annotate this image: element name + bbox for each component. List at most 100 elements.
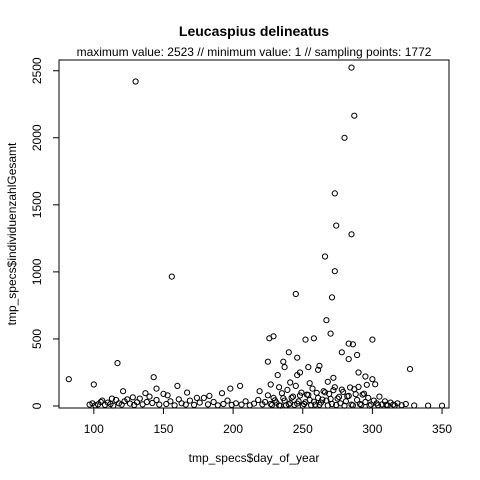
data-point	[124, 396, 131, 403]
data-point	[338, 386, 345, 393]
data-point	[126, 400, 134, 407]
data-point	[90, 381, 97, 388]
data-point	[237, 382, 244, 389]
data-point	[193, 394, 200, 401]
data-point	[99, 397, 106, 404]
data-point	[164, 392, 171, 399]
data-point	[313, 389, 320, 396]
data-point	[296, 369, 304, 376]
data-point	[289, 393, 297, 400]
data-point	[310, 398, 317, 405]
data-point	[359, 391, 366, 398]
data-point	[167, 398, 174, 405]
data-point	[319, 396, 326, 403]
y-tick-label: 1500	[30, 191, 44, 218]
data-point	[186, 397, 193, 404]
x-tick-label: 200	[223, 422, 243, 436]
data-point	[271, 397, 278, 404]
data-point	[381, 398, 388, 405]
data-point	[132, 78, 139, 85]
data-point	[345, 356, 352, 363]
data-point	[264, 358, 271, 365]
data-point	[256, 388, 263, 395]
data-point	[262, 398, 269, 406]
data-point	[362, 373, 369, 380]
data-point	[411, 402, 418, 409]
data-point	[204, 401, 212, 408]
data-point	[334, 395, 341, 402]
data-point	[274, 372, 281, 379]
x-axis-label: tmp_specs$day_of_year	[189, 451, 320, 465]
data-point	[312, 401, 319, 408]
data-point	[255, 396, 262, 404]
data-point	[65, 376, 72, 383]
data-point	[250, 400, 258, 407]
data-point	[316, 401, 323, 408]
y-axis-label: tmp_specs$individuenzahlGesamt	[5, 142, 19, 325]
data-point	[327, 330, 334, 337]
data-point	[108, 395, 116, 402]
data-point	[338, 349, 345, 356]
data-point	[114, 360, 121, 367]
data-point	[142, 390, 149, 397]
data-point	[296, 392, 304, 399]
data-point	[345, 340, 352, 347]
data-point	[175, 396, 182, 403]
data-point	[153, 396, 160, 404]
data-point	[136, 395, 143, 402]
y-tick-label: 2000	[30, 124, 44, 151]
data-point	[281, 364, 288, 371]
data-point	[276, 384, 283, 391]
y-axis: 0 500 1000 1500 2000 2500	[30, 57, 60, 409]
data-point	[333, 222, 340, 229]
data-point	[369, 376, 376, 383]
data-point	[316, 362, 323, 369]
y-tick-label: 2500	[30, 57, 44, 84]
data-point	[362, 398, 369, 406]
data-point	[171, 402, 178, 409]
data-point	[324, 378, 331, 385]
data-point	[292, 290, 299, 298]
data-point	[315, 366, 322, 373]
data-point	[129, 394, 136, 401]
data-point	[402, 400, 409, 408]
data-point	[383, 401, 390, 408]
data-point	[366, 402, 373, 409]
data-point	[335, 393, 343, 400]
data-point	[376, 393, 383, 400]
data-point	[220, 400, 227, 408]
data-point	[232, 400, 239, 407]
data-point	[214, 402, 221, 409]
data-point	[210, 398, 217, 406]
data-point	[285, 401, 292, 408]
data-point	[321, 389, 329, 396]
data-point	[372, 381, 379, 388]
data-point	[349, 341, 356, 348]
data-point	[146, 393, 153, 400]
data-point	[264, 392, 271, 399]
data-point	[305, 391, 312, 399]
data-point	[369, 336, 376, 343]
data-point	[367, 401, 375, 408]
data-point	[356, 400, 363, 408]
data-point	[184, 389, 191, 396]
data-point	[352, 391, 359, 398]
x-tick-label: 350	[432, 422, 452, 436]
data-point	[278, 390, 285, 397]
data-point	[200, 394, 207, 401]
x-axis: 100 150 200 250 300 350	[84, 407, 452, 436]
data-point	[425, 402, 432, 409]
data-point	[238, 401, 245, 408]
data-point	[227, 385, 234, 392]
data-point	[178, 400, 185, 407]
chart-title: Leucaspius delineatus	[179, 23, 329, 39]
x-tick-label: 100	[84, 422, 104, 436]
data-point	[143, 398, 150, 406]
data-point	[298, 389, 305, 396]
y-tick-label: 500	[30, 329, 44, 349]
data-point	[348, 64, 355, 71]
data-point	[328, 294, 336, 301]
data-point	[363, 381, 370, 388]
data-point	[97, 398, 104, 406]
data-point	[149, 399, 156, 407]
